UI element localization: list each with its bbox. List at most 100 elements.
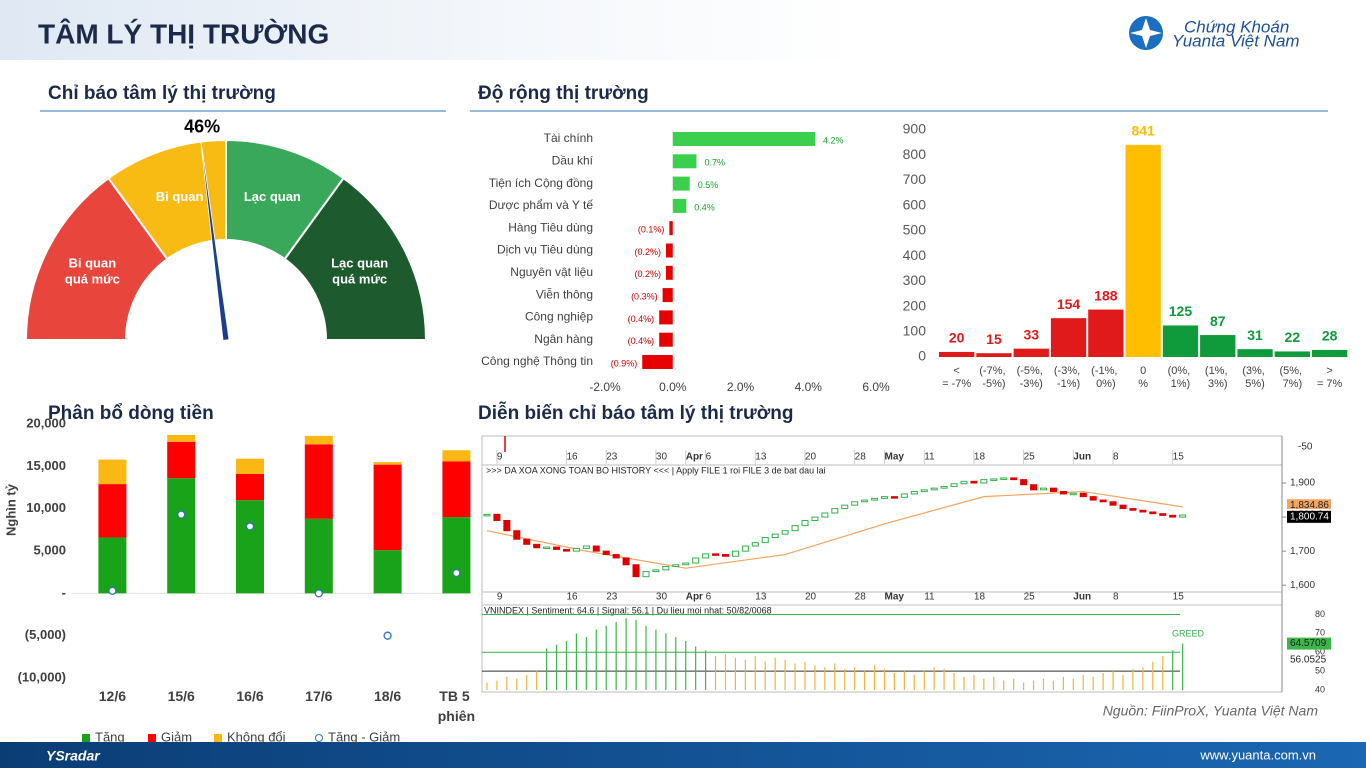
x-tick-label: Apr	[686, 592, 703, 603]
candle	[592, 545, 600, 552]
value-label: 125	[1169, 303, 1193, 319]
candle	[1119, 504, 1127, 510]
candle	[1069, 492, 1077, 496]
category-label: > = 7%	[1317, 365, 1343, 390]
category-label: (-5%, -3%)	[1017, 365, 1046, 390]
bar-segment	[442, 461, 471, 518]
candle	[1129, 508, 1137, 511]
x-tick-label: May	[884, 452, 904, 463]
value-label: (0.3%)	[631, 291, 658, 301]
y-tick-label: 15,000	[26, 458, 66, 473]
category-label: Viễn thông	[536, 286, 593, 301]
net-point	[383, 631, 392, 640]
category-label: (5%, 7%)	[1280, 365, 1306, 390]
price-tag-box	[1287, 510, 1331, 523]
bar	[1312, 349, 1348, 357]
price-tag: 1,800.74	[1290, 511, 1329, 522]
y-tick-label: (5,000)	[25, 627, 66, 642]
bar	[662, 288, 673, 303]
section-title: Độ rộng thị trường	[478, 83, 649, 104]
candle	[900, 493, 908, 498]
bar-segment	[167, 441, 196, 479]
x-tick-label: -2.0%	[589, 380, 621, 394]
legend-label: Tăng - Giảm	[328, 729, 400, 744]
candle	[1000, 477, 1008, 480]
x-tick-label: 30	[656, 592, 668, 603]
x-tick-label: 0.0%	[659, 380, 687, 394]
category-label: Ngân hàng	[534, 332, 593, 346]
category-label: Tiện ích Cộng đồng	[489, 176, 593, 190]
category-label: Tài chính	[544, 131, 593, 145]
candle	[1030, 484, 1038, 491]
candle	[801, 519, 809, 527]
y-tick-label: 1,700	[1290, 546, 1315, 557]
gauge-label: Lạc quan	[331, 255, 388, 270]
sentiment-title: VNINDEX | Sentiment: 64.6 | Signal: 56.1…	[484, 605, 772, 615]
candle	[851, 501, 859, 506]
candle	[980, 479, 988, 484]
x-tick-label: 16	[566, 452, 578, 463]
x-tick-label: 15	[1173, 452, 1185, 463]
x-tick-label: 6.0%	[862, 380, 890, 394]
value-label: (0.2%)	[634, 247, 661, 257]
y-tick-label: 60	[1315, 647, 1325, 657]
category-label: Nguyên vật liệu	[510, 265, 593, 279]
y-tick-label: 900	[903, 121, 927, 137]
sentiment-tag: 64.5709	[1290, 638, 1327, 649]
category-label: (1%, 3%)	[1205, 365, 1231, 390]
candle	[612, 554, 620, 559]
x-tick-label: 6	[706, 592, 712, 603]
bar-segment	[304, 518, 333, 594]
category-label: 0%	[1138, 365, 1148, 390]
category-label: (3%, 5%)	[1242, 365, 1268, 390]
x-tick-label: 8	[1113, 452, 1119, 463]
candle	[741, 545, 749, 552]
candle	[702, 553, 710, 559]
logo-icon	[1129, 16, 1163, 50]
top-axis-label: -50	[1298, 442, 1313, 453]
gauge-label: Bi quan	[156, 189, 204, 204]
x-tick-label: 28	[855, 592, 867, 603]
bar	[1013, 348, 1049, 357]
candle	[871, 497, 879, 501]
candle	[920, 489, 928, 493]
category-label: Dầu khí	[552, 153, 594, 167]
category-label: (-7%, -5%)	[979, 365, 1008, 390]
candle	[632, 564, 640, 578]
y-tick-label: 300	[903, 272, 927, 288]
value-label: 87	[1210, 313, 1226, 329]
price-tag: 1,834.86	[1290, 500, 1329, 511]
x-tick-label: 20	[805, 452, 817, 463]
x-tick-label: 15/6	[168, 688, 195, 704]
y-tick-label: 500	[903, 222, 927, 238]
bar-segment	[373, 462, 402, 465]
candle	[781, 530, 789, 535]
candle	[493, 513, 501, 521]
bar	[672, 132, 816, 146]
price-tag-box	[1287, 499, 1331, 512]
x-tick-label: 25	[1024, 452, 1036, 463]
bar-segment	[167, 435, 196, 442]
gauge-label: quá mức	[65, 271, 120, 286]
y-tick-label: -	[62, 585, 66, 600]
x-tick-label: May	[884, 592, 904, 603]
y-tick-label: 400	[903, 247, 927, 263]
x-tick-label: Jun	[1073, 592, 1091, 603]
y-tick-label: (10,000)	[18, 669, 66, 684]
value-label: 31	[1247, 327, 1263, 343]
value-label: (0.2%)	[634, 269, 661, 279]
candle	[831, 508, 839, 514]
candle	[930, 487, 938, 491]
chart-note: >>> DA XOA XONG TOAN BO HISTORY <<< | Ap…	[486, 465, 826, 475]
bar	[939, 351, 975, 357]
bar-segment	[167, 478, 196, 594]
candle	[503, 519, 511, 532]
bar-segment	[236, 500, 264, 594]
candle	[940, 485, 948, 489]
value-label: (0.9%)	[611, 358, 638, 368]
y-tick-label: 600	[903, 196, 927, 212]
legend-swatch	[315, 734, 323, 742]
x-tick-label: 28	[855, 452, 867, 463]
y-tick-label: 50	[1315, 665, 1325, 675]
x-tick-label: 12/6	[99, 688, 126, 704]
